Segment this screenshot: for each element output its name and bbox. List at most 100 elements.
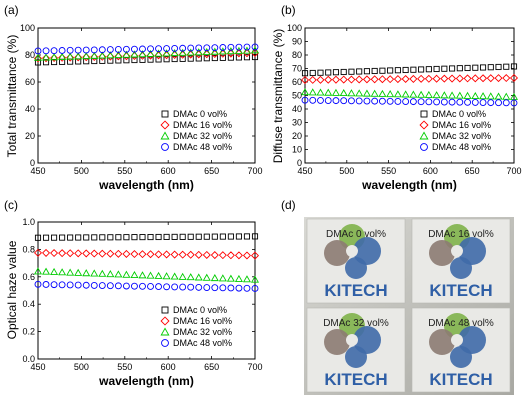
data-point	[386, 75, 395, 84]
y-tick-label: 0.8	[22, 244, 35, 254]
data-point	[178, 48, 187, 56]
x-tick-label: 450	[30, 362, 45, 372]
data-point	[66, 268, 75, 276]
data-point	[243, 233, 251, 240]
data-point	[131, 234, 138, 241]
data-point	[243, 284, 251, 292]
data-point	[106, 51, 115, 59]
data-point	[107, 57, 114, 64]
data-point	[50, 249, 59, 258]
data-point	[58, 249, 67, 258]
data-point	[186, 48, 195, 56]
data-point	[58, 281, 66, 289]
y-tick-label: 0	[297, 158, 302, 168]
data-point	[316, 75, 325, 84]
data-point	[218, 47, 227, 55]
data-point	[131, 56, 138, 64]
data-point	[74, 46, 82, 54]
logo-center	[346, 334, 358, 346]
data-point	[42, 234, 50, 241]
data-point	[502, 74, 511, 83]
data-point	[487, 99, 495, 107]
data-point	[379, 67, 386, 74]
data-point	[432, 74, 441, 83]
legend-label: DMAc 32 vol%	[432, 131, 491, 141]
data-point	[449, 65, 456, 72]
legend-entry: DMAc 48 vol%	[420, 142, 491, 152]
data-point	[170, 272, 179, 280]
logo-brown-lobe	[324, 240, 350, 266]
data-point	[251, 285, 259, 292]
data-point	[363, 68, 370, 75]
data-point	[347, 75, 356, 84]
data-point	[235, 43, 243, 51]
data-point	[510, 99, 518, 107]
data-point	[58, 268, 67, 276]
data-point	[242, 46, 251, 54]
data-point	[98, 51, 107, 59]
data-point	[154, 49, 163, 57]
y-tick-label: 40	[25, 104, 35, 114]
data-point	[417, 98, 425, 106]
data-point	[99, 57, 106, 64]
data-point	[317, 96, 324, 104]
data-point	[243, 54, 251, 61]
sample-label: DMAc 32 vol%	[323, 318, 389, 329]
y-tick-label: 20	[292, 131, 302, 141]
panel-label: (a)	[4, 3, 19, 17]
legend-label: DMAc 0 vol%	[173, 109, 227, 119]
data-point	[90, 269, 99, 277]
data-point	[448, 91, 457, 99]
series-4	[34, 43, 259, 55]
logo-wordmark: KITECH	[324, 370, 387, 389]
logo-brown-lobe	[429, 240, 455, 266]
data-point	[418, 66, 425, 73]
data-point	[339, 88, 348, 97]
legend-marker	[160, 120, 170, 130]
legend-marker	[161, 110, 169, 118]
y-tick-label: 0.6	[22, 272, 35, 282]
data-point	[301, 96, 309, 104]
data-point	[187, 283, 195, 291]
data-point	[42, 47, 50, 55]
data-point	[218, 274, 227, 282]
data-point	[495, 99, 502, 107]
data-point	[455, 91, 464, 99]
data-point	[250, 275, 260, 283]
data-point	[370, 75, 379, 84]
data-point	[146, 250, 155, 259]
data-point	[203, 284, 211, 291]
x-tick-label: 500	[74, 166, 89, 176]
data-point	[433, 65, 440, 73]
data-point	[106, 46, 114, 54]
x-tick-label: 500	[339, 166, 354, 176]
data-point	[154, 271, 163, 279]
data-point	[106, 249, 115, 258]
data-point	[66, 53, 75, 62]
data-point	[122, 282, 130, 290]
data-point	[82, 52, 91, 60]
data-point	[211, 284, 219, 292]
data-point	[162, 49, 171, 57]
data-point	[98, 46, 106, 54]
x-tick-label: 650	[204, 166, 219, 176]
data-point	[218, 251, 227, 260]
data-point	[187, 55, 194, 62]
legend-label: DMAc 0 vol%	[173, 305, 227, 315]
logo-blue-lobe-lower	[345, 257, 367, 279]
data-point	[75, 234, 82, 241]
data-point	[425, 66, 432, 73]
data-point	[243, 43, 251, 51]
data-point	[66, 46, 74, 54]
series-1	[34, 233, 259, 241]
data-point	[147, 233, 154, 241]
data-point	[194, 273, 203, 281]
data-point	[494, 74, 503, 83]
data-point	[234, 274, 243, 282]
series-3	[33, 267, 260, 283]
data-point	[58, 52, 67, 60]
data-point	[355, 75, 364, 84]
data-point	[308, 88, 317, 96]
data-point	[502, 99, 510, 107]
data-point	[317, 69, 324, 76]
